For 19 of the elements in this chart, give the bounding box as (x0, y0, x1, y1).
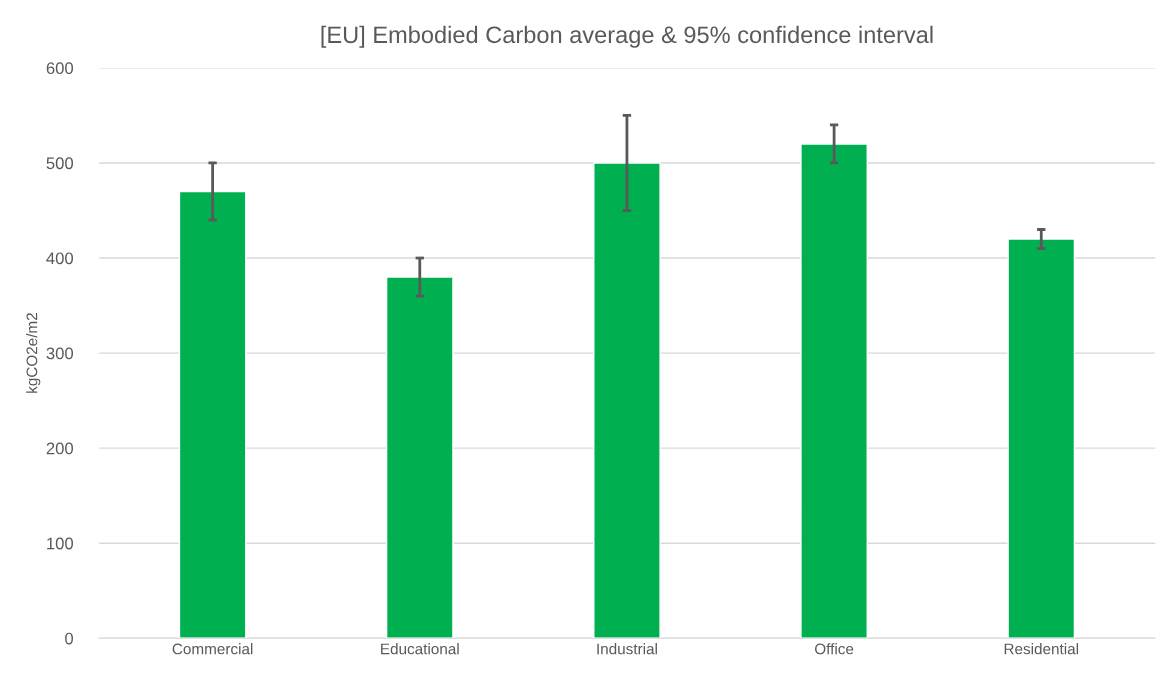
y-tick-label: 600 (46, 62, 74, 75)
bar (1007, 238, 1076, 639)
bar (800, 143, 868, 639)
bar (385, 276, 454, 639)
x-tick-label: Office (815, 643, 854, 655)
bar (178, 190, 247, 639)
x-tick-label: Residential (1004, 643, 1079, 655)
y-tick-label: 0 (65, 632, 74, 645)
x-tick-label: Educational (381, 643, 459, 655)
y-axis-title: kgCO2e/m2 (26, 313, 41, 393)
chart-title: [EU] Embodied Carbon average & 95% confidence interval (321, 25, 933, 48)
y-tick-label: 100 (47, 537, 74, 550)
bar (593, 162, 661, 639)
y-tick-label: 300 (46, 347, 74, 360)
y-tick-label: 400 (46, 252, 74, 265)
y-tick-label: 500 (46, 157, 74, 170)
y-tick-label: 200 (46, 442, 74, 455)
x-tick-label: Industrial (597, 643, 657, 655)
x-tick-label: Commercial (172, 643, 253, 655)
